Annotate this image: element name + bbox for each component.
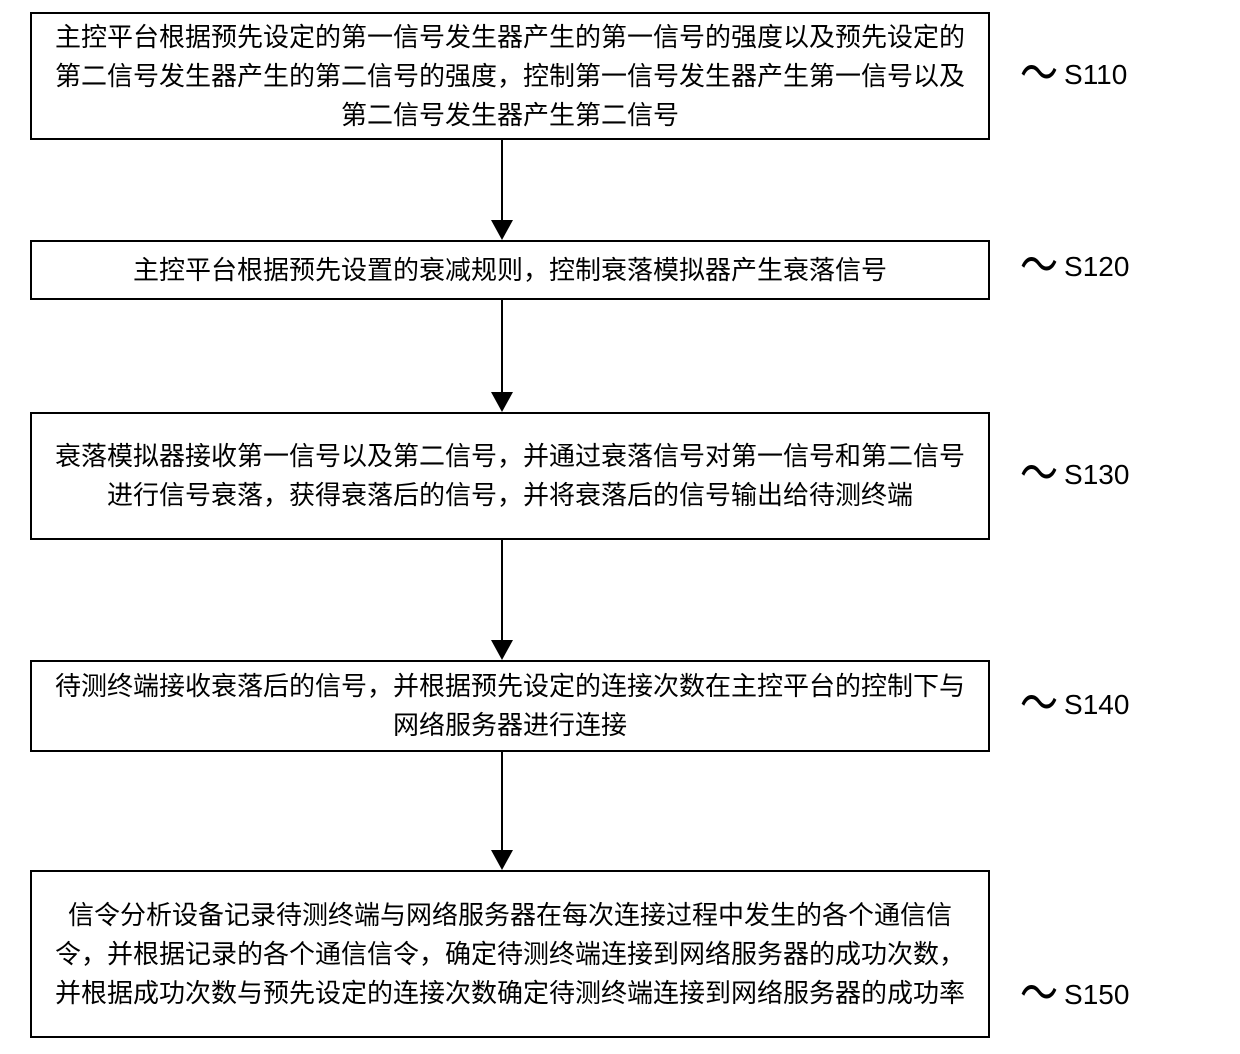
connector-tilde: 〜 [1020, 970, 1058, 1019]
flow-step-s140: 待测终端接收衰落后的信号，并根据预先设定的连接次数在主控平台的控制下与网络服务器… [30, 660, 990, 752]
arrow-line [501, 140, 504, 220]
step-text: 主控平台根据预先设定的第一信号发生器产生的第一信号的强度以及预先设定的第二信号发… [52, 18, 968, 135]
step-id: S150 [1064, 979, 1129, 1011]
step-label-s150: 〜 S150 [1020, 976, 1129, 1014]
step-text: 待测终端接收衰落后的信号，并根据预先设定的连接次数在主控平台的控制下与网络服务器… [52, 667, 968, 745]
arrow-line [501, 752, 504, 850]
connector-tilde: 〜 [1020, 680, 1058, 729]
connector-tilde: 〜 [1020, 450, 1058, 499]
connector-tilde: 〜 [1020, 50, 1058, 99]
flow-step-s120: 主控平台根据预先设置的衰减规则，控制衰落模拟器产生衰落信号 [30, 240, 990, 300]
step-text: 信令分析设备记录待测终端与网络服务器在每次连接过程中发生的各个通信信令，并根据记… [52, 896, 968, 1013]
step-label-s120: 〜 S120 [1020, 248, 1129, 286]
arrow-head-icon [491, 220, 513, 240]
step-label-s110: 〜 S110 [1020, 56, 1127, 94]
arrow-s140-s150 [491, 752, 513, 870]
arrow-s130-s140 [491, 540, 513, 660]
arrow-line [501, 540, 504, 640]
arrow-head-icon [491, 850, 513, 870]
arrow-head-icon [491, 640, 513, 660]
arrow-line [501, 300, 504, 392]
flow-step-s110: 主控平台根据预先设定的第一信号发生器产生的第一信号的强度以及预先设定的第二信号发… [30, 12, 990, 140]
step-id: S140 [1064, 689, 1129, 721]
step-text: 主控平台根据预先设置的衰减规则，控制衰落模拟器产生衰落信号 [133, 251, 887, 290]
step-id: S110 [1064, 59, 1127, 91]
step-id: S120 [1064, 251, 1129, 283]
flow-step-s130: 衰落模拟器接收第一信号以及第二信号，并通过衰落信号对第一信号和第二信号进行信号衰… [30, 412, 990, 540]
step-text: 衰落模拟器接收第一信号以及第二信号，并通过衰落信号对第一信号和第二信号进行信号衰… [52, 437, 968, 515]
arrow-head-icon [491, 392, 513, 412]
step-label-s140: 〜 S140 [1020, 686, 1129, 724]
flowchart-container: 主控平台根据预先设定的第一信号发生器产生的第一信号的强度以及预先设定的第二信号发… [0, 0, 1240, 1054]
arrow-s120-s130 [491, 300, 513, 412]
arrow-s110-s120 [491, 140, 513, 240]
step-id: S130 [1064, 459, 1129, 491]
connector-tilde: 〜 [1020, 242, 1058, 291]
flow-step-s150: 信令分析设备记录待测终端与网络服务器在每次连接过程中发生的各个通信信令，并根据记… [30, 870, 990, 1038]
step-label-s130: 〜 S130 [1020, 456, 1129, 494]
